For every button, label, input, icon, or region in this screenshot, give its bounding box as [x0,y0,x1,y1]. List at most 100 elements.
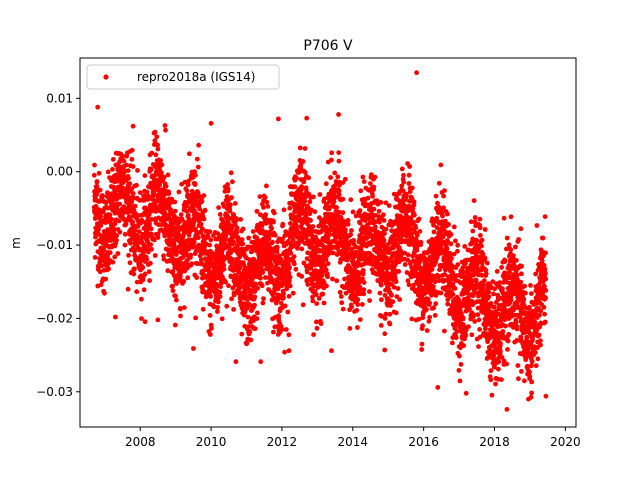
data-point [340,210,346,216]
data-point [192,169,198,175]
data-point [543,393,549,399]
data-point [386,203,392,209]
data-point [252,294,258,300]
data-point [488,377,494,383]
data-point [527,374,533,380]
data-point [110,259,116,265]
data-point [345,246,351,252]
data-point [542,311,547,317]
data-point [231,292,237,298]
data-point [103,200,109,206]
data-point [207,332,213,337]
data-point [211,304,217,310]
data-point [98,282,104,288]
data-point [286,348,292,354]
data-point [299,274,305,279]
data-point [225,186,231,192]
data-point [528,394,534,400]
data-point [412,212,417,218]
data-point [279,327,285,332]
data-point [334,278,340,284]
data-point [502,259,508,264]
data-point [165,268,171,274]
data-point [441,193,446,199]
data-point [433,193,439,199]
data-point [376,261,382,266]
data-point [217,294,223,299]
data-point [139,316,144,321]
data-point [92,162,97,168]
data-point [479,243,484,249]
data-point [95,104,101,110]
data-point [286,332,292,338]
data-point [100,193,105,198]
data-point [196,235,201,240]
data-point [491,291,496,297]
data-point [155,146,161,152]
data-point [424,307,429,312]
data-point [340,196,346,202]
data-point [117,201,123,207]
data-point [149,217,155,222]
y-tick-label: −0.01 [36,238,73,252]
data-point [311,332,316,337]
data-point [406,181,412,186]
x-tick-label: 2010 [196,435,227,449]
data-point [431,305,437,311]
data-point [208,237,214,243]
data-point [393,310,399,316]
data-point [336,150,342,156]
data-point [382,231,387,237]
data-point [101,247,107,253]
data-point [329,150,335,156]
data-point [235,235,241,241]
data-point [296,230,302,236]
data-point [321,280,327,285]
data-point [535,356,541,362]
data-point [305,282,311,287]
data-point [374,271,380,277]
data-point [518,226,524,232]
data-point [540,235,546,241]
data-point [129,186,135,192]
data-point [538,342,543,348]
data-point [269,262,274,268]
data-point [253,282,259,288]
data-point [165,172,171,178]
data-point [127,240,133,246]
data-point [111,227,117,232]
data-point [130,164,136,169]
data-point [448,232,454,237]
data-point [149,246,154,252]
data-point [127,260,133,266]
data-point [252,289,258,294]
data-point [505,338,511,344]
data-point [207,229,213,235]
data-point [283,327,289,332]
data-point [508,214,514,220]
data-point [321,300,327,306]
data-point [352,284,358,290]
data-point [152,253,158,258]
y-tick-label: 0.00 [46,165,73,179]
data-point [375,278,381,283]
data-point [515,363,521,368]
data-point [134,279,140,285]
data-point [188,252,194,258]
data-point [219,316,225,322]
data-point [430,284,436,289]
y-axis-label: m [9,237,23,249]
data-point [361,291,367,297]
data-point [288,250,294,256]
data-point [483,271,489,277]
data-point [393,279,399,284]
data-point [255,285,261,291]
data-point [260,270,266,275]
data-point [432,279,438,285]
data-point [281,291,286,296]
x-tick-label: 2020 [550,435,581,449]
data-point [97,269,103,275]
data-points [91,70,549,412]
data-point [336,188,342,194]
data-point [229,296,235,302]
